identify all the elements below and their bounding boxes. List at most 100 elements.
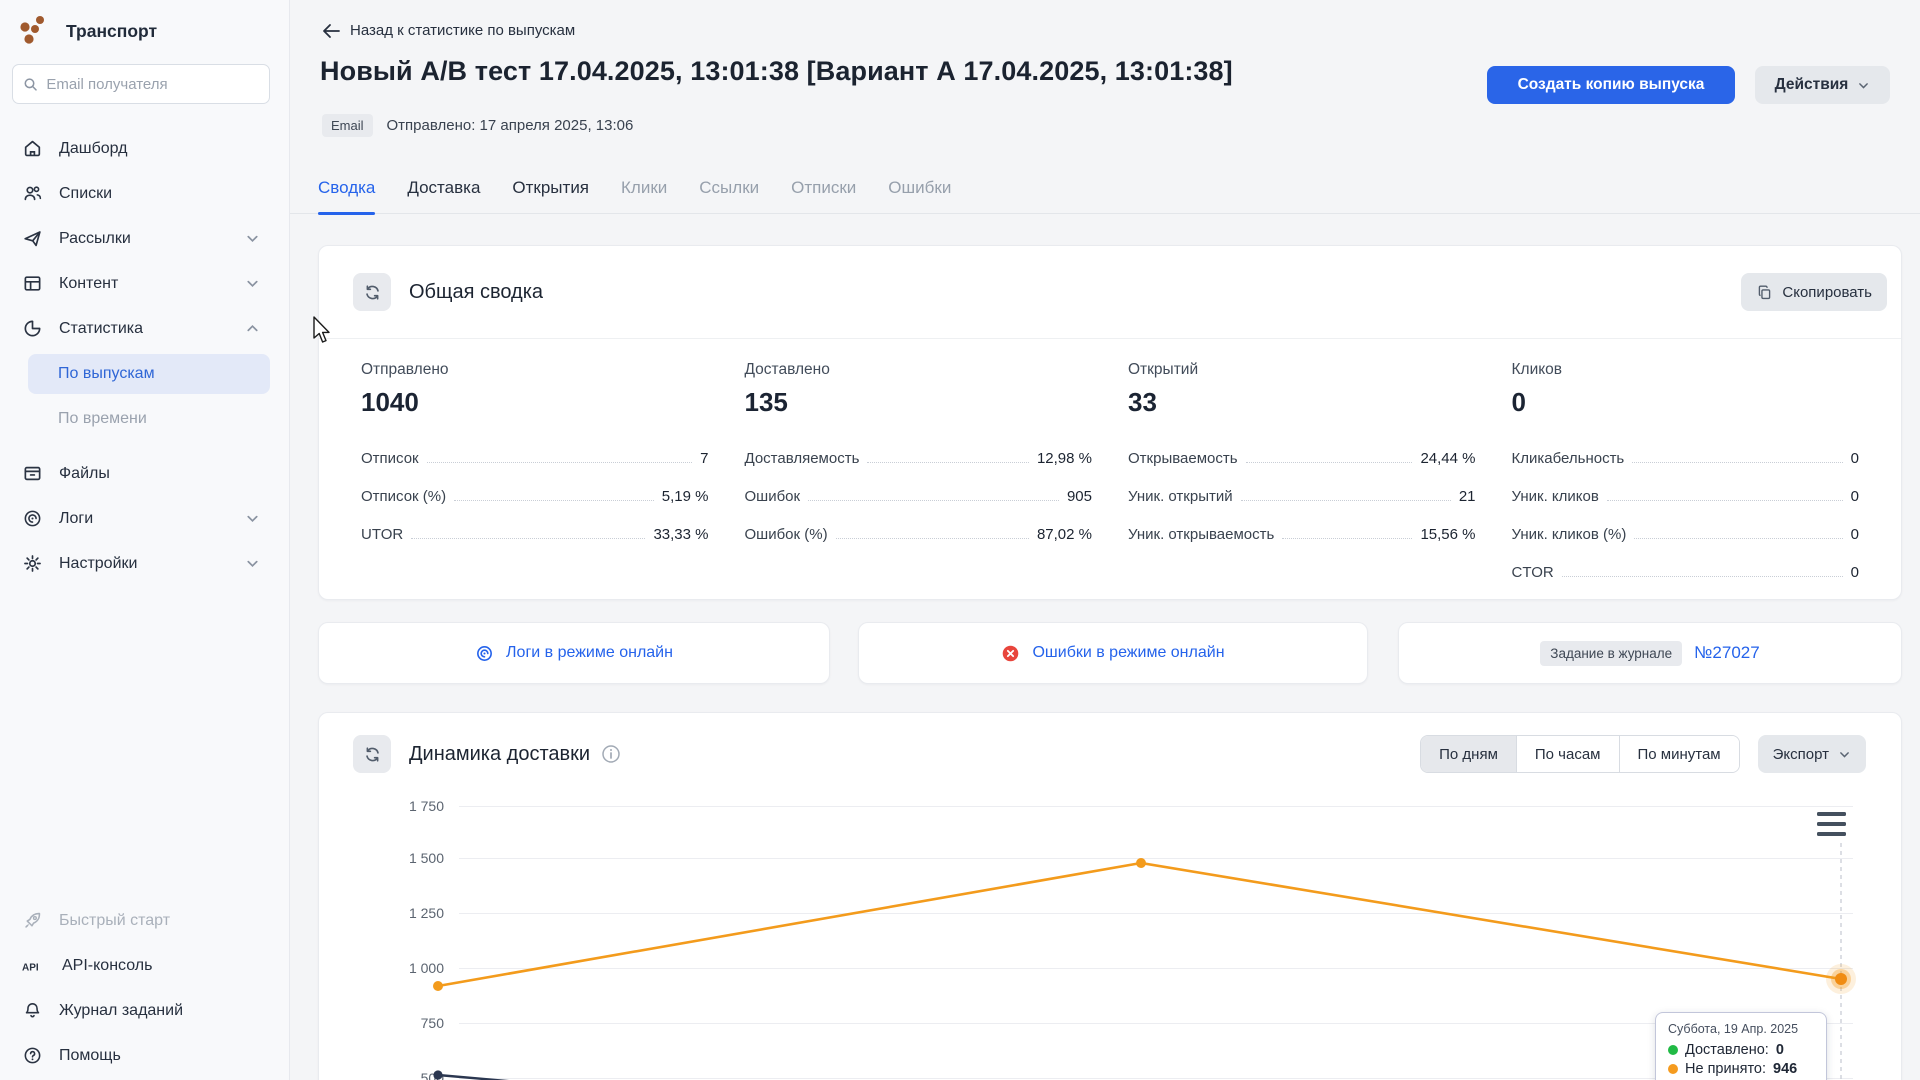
dotted-leader — [1245, 462, 1413, 463]
sidebar-item-task-journal[interactable]: Журнал заданий — [0, 988, 290, 1033]
metric-row: Уник. открываемость 15,56 % — [1128, 514, 1476, 552]
sidebar-item-label: По времени — [58, 409, 147, 427]
metric-row: CTOR 0 — [1512, 552, 1860, 590]
online-errors-link[interactable]: Ошибки в режиме онлайн — [1032, 644, 1225, 661]
interval-by-days-button[interactable]: По дням — [1421, 736, 1516, 772]
chart-menu-icon[interactable] — [1817, 812, 1846, 836]
metric-row: Доставляемость 12,98 % — [745, 438, 1093, 476]
row-value: 0 — [1850, 488, 1859, 505]
sidebar-item-settings[interactable]: Настройки — [0, 541, 290, 586]
sidebar-item-quick-start[interactable]: Быстрый старт — [0, 898, 290, 943]
online-logs-link[interactable]: Логи в режиме онлайн — [506, 644, 673, 661]
tooltip-label: Не принято: — [1685, 1061, 1767, 1077]
tabs-divider — [290, 213, 1920, 214]
dotted-leader — [1561, 576, 1843, 577]
metric-value: 135 — [744, 387, 788, 417]
sidebar-item-statistics[interactable]: Статистика — [0, 306, 290, 351]
recipient-search[interactable] — [12, 64, 270, 104]
sidebar-item-files[interactable]: Файлы — [0, 451, 290, 496]
sidebar-item-label: Помощь — [59, 1046, 121, 1064]
home-icon — [24, 140, 41, 157]
tab-links[interactable]: Ссылки — [699, 178, 760, 197]
dotted-leader — [1282, 538, 1413, 539]
y-tick-label: 1 000 — [408, 960, 444, 976]
rocket-icon — [25, 912, 41, 928]
tooltip-row: Не принято: 946 — [1668, 1061, 1814, 1077]
create-copy-button[interactable]: Создать копию выпуска — [1487, 66, 1735, 104]
metric-label: Открытий — [1128, 361, 1199, 378]
row-value: 33,33 % — [653, 526, 709, 543]
journal-task-number-link[interactable]: №27027 — [1694, 643, 1760, 662]
sidebar-item-mailings[interactable]: Рассылки — [0, 216, 290, 261]
interval-by-minutes-button[interactable]: По минутам — [1618, 736, 1739, 772]
gear-icon — [24, 555, 41, 572]
sidebar-item-label: Списки — [59, 184, 113, 202]
metric-row: Кликабельность 0 — [1512, 438, 1860, 476]
journal-task-badge: Задание в журнале — [1540, 640, 1683, 666]
actions-button[interactable]: Действия — [1755, 66, 1890, 104]
refresh-button[interactable] — [353, 273, 391, 311]
series-dark-point[interactable] — [433, 1070, 443, 1080]
sidebar-item-by-issues[interactable]: По выпускам — [28, 353, 270, 394]
row-label: Уник. открываемость — [1128, 526, 1275, 543]
sidebar-item-by-time[interactable]: По времени — [0, 396, 290, 441]
row-label: UTOR — [361, 526, 404, 543]
row-value: 21 — [1458, 488, 1476, 505]
api-icon: API — [22, 962, 39, 973]
row-value: 5,19 % — [661, 488, 709, 505]
metric-value: 33 — [1128, 387, 1157, 417]
series-point[interactable] — [1136, 858, 1146, 868]
users-icon — [24, 186, 42, 201]
copy-summary-button[interactable]: Скопировать — [1741, 273, 1887, 311]
sidebar-item-logs[interactable]: Логи — [0, 496, 290, 541]
series-not-accepted-line — [437, 861, 1842, 988]
metric-row: Уник. открытий 21 — [1128, 476, 1476, 514]
send-icon — [24, 231, 41, 247]
metric-row: Уник. кликов 0 — [1512, 476, 1860, 514]
dotted-leader — [1634, 538, 1843, 539]
tab-opens[interactable]: Открытия — [512, 178, 590, 197]
refresh-icon — [365, 746, 379, 762]
sidebar-item-content[interactable]: Контент — [0, 261, 290, 306]
online-errors-card[interactable]: Ошибки в режиме онлайн — [858, 622, 1368, 684]
tab-summary[interactable]: Сводка — [318, 178, 376, 215]
sidebar-item-label: Дашборд — [59, 139, 128, 157]
tooltip-row: Доставлено: 0 — [1668, 1042, 1814, 1058]
export-button[interactable]: Экспорт — [1757, 735, 1866, 773]
chevron-up-icon — [247, 324, 258, 332]
metric-label: Доставлено — [744, 361, 830, 378]
sidebar-item-dashboard[interactable]: Дашборд — [0, 126, 290, 171]
metric-row: UTOR 33,33 % — [361, 514, 709, 552]
online-logs-card[interactable]: Логи в режиме онлайн — [318, 622, 830, 684]
sidebar-item-api-console[interactable]: API API-консоль — [0, 943, 290, 988]
sidebar-item-help[interactable]: Помощь — [0, 1033, 290, 1078]
tab-clicks[interactable]: Клики — [621, 178, 668, 197]
chevron-down-icon — [1859, 82, 1869, 89]
sidebar-bottom-nav: Быстрый старт API API-консоль Журнал зад… — [0, 898, 290, 1078]
app-logo[interactable]: Транспорт — [16, 14, 157, 48]
back-link[interactable]: Назад к статистике по выпускам — [322, 22, 575, 39]
sidebar-item-lists[interactable]: Списки — [0, 171, 290, 216]
dotted-leader — [867, 462, 1029, 463]
tab-errors[interactable]: Ошибки — [888, 178, 952, 197]
sidebar: Транспорт Дашборд — [0, 0, 290, 1080]
delivery-dynamics-chart[interactable] — [319, 713, 1903, 1080]
gridline — [459, 806, 1853, 807]
delivered-marker-icon — [1668, 1045, 1678, 1055]
search-input[interactable] — [46, 75, 259, 93]
tooltip-title: Суббота, 19 Апр. 2025 — [1668, 1022, 1799, 1036]
app-title: Транспорт — [66, 20, 158, 41]
summary-title: Общая сводка — [409, 280, 544, 303]
chevron-down-icon — [247, 235, 258, 243]
highlighted-series-point[interactable] — [1835, 973, 1847, 985]
tab-unsubscribes[interactable]: Отписки — [791, 178, 857, 197]
series-point[interactable] — [433, 981, 443, 991]
interval-by-hours-button[interactable]: По часам — [1515, 736, 1619, 772]
refresh-button[interactable] — [353, 735, 391, 773]
tab-delivery[interactable]: Доставка — [407, 178, 481, 197]
search-icon — [24, 77, 37, 91]
info-icon[interactable] — [601, 744, 621, 764]
delivery-dynamics-card: Динамика доставки По дням По часам По ми… — [318, 712, 1902, 1080]
chart-header: Динамика доставки По дням По часам По ми… — [319, 713, 1901, 773]
